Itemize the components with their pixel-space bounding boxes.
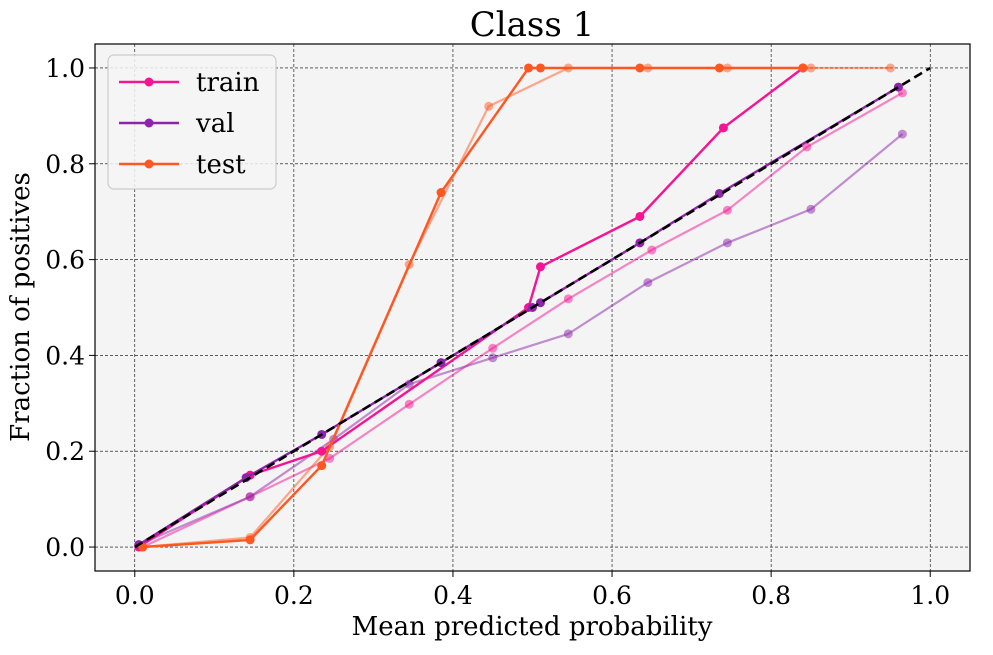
legend-marker-val: [144, 118, 154, 128]
train-faded-point: [325, 453, 335, 463]
axis-ticks: 0.0 0.2 0.4 0.6 0.8 1.0 0.0 0.2 0.4 0.6 0.8 1.0: [45, 54, 950, 610]
y-tick-label: 0.0: [45, 533, 85, 562]
plot-frame: [94, 43, 971, 572]
test-point: [714, 63, 724, 73]
x-tick-label: 0.4: [433, 581, 473, 610]
legend-label-test: test: [196, 150, 246, 180]
train-point: [535, 262, 545, 272]
train-faded-line: [142, 91, 903, 548]
val-faded-point: [806, 204, 816, 214]
legend-label-train: train: [196, 68, 260, 98]
val-faded-point: [245, 492, 255, 502]
train-point: [718, 123, 728, 133]
train-faded-point: [802, 142, 812, 152]
train-faded-point: [563, 294, 573, 304]
test-point: [317, 461, 327, 471]
test-point: [535, 63, 545, 73]
test-faded-point: [806, 63, 816, 73]
reference-line-layer: [134, 66, 931, 549]
val-faded-point: [722, 238, 732, 248]
train-faded-point: [404, 399, 414, 409]
perfect-calibration-line: [134, 66, 931, 549]
test-faded-point: [885, 63, 895, 73]
test-point: [524, 63, 534, 73]
val-faded-point: [643, 278, 653, 288]
x-tick-label: 0.0: [115, 581, 155, 610]
test-point: [798, 63, 808, 73]
train-point: [635, 211, 645, 221]
x-tick-label: 0.2: [274, 581, 314, 610]
y-tick-label: 0.6: [45, 246, 85, 275]
x-axis-label: Mean predicted probability: [352, 612, 713, 642]
y-tick-label: 0.2: [45, 437, 85, 466]
legend-label-val: val: [195, 109, 235, 139]
test-point: [245, 535, 255, 545]
x-tick-label: 0.8: [751, 581, 791, 610]
legend-marker-train: [144, 77, 154, 87]
val-faded-line: [138, 133, 904, 546]
y-tick-label: 0.8: [45, 150, 85, 179]
y-tick-label: 0.4: [45, 341, 85, 370]
y-tick-label: 1.0: [45, 54, 85, 83]
test-faded-point: [484, 101, 494, 111]
val-faded-point: [897, 129, 907, 139]
val-faded-point: [563, 329, 573, 339]
legend-box: [107, 54, 277, 190]
val-faded-point: [488, 353, 498, 363]
train-point: [317, 446, 327, 456]
x-tick-label: 0.6: [592, 581, 632, 610]
x-tick-label: 1.0: [910, 581, 950, 610]
legend-marker-test: [144, 159, 154, 169]
y-axis-label: Fraction of positives: [6, 172, 36, 442]
test-point: [436, 188, 446, 198]
test-point: [635, 63, 645, 73]
train-faded-point: [647, 245, 657, 255]
legend: train val test: [107, 54, 277, 190]
chart-title: Class 1: [470, 5, 595, 45]
train-faded-point: [488, 343, 498, 353]
train-faded-point: [722, 205, 732, 215]
